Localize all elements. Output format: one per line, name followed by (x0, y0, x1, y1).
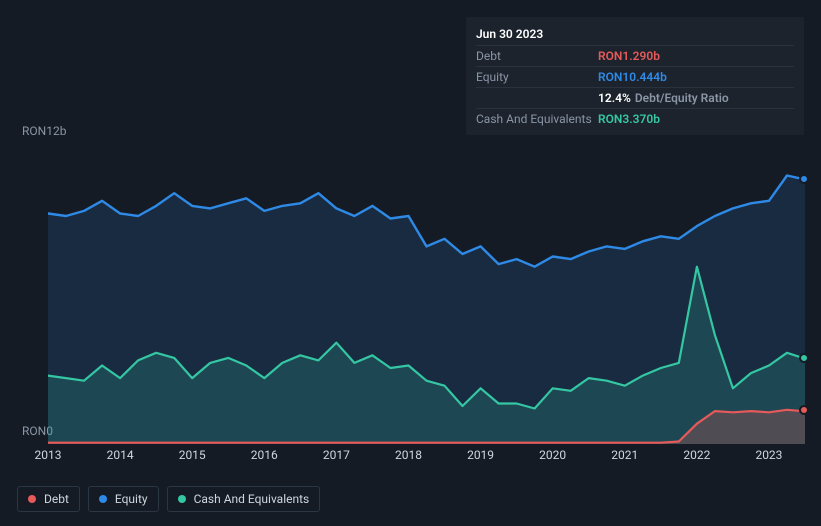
chart-plot-area[interactable] (48, 140, 805, 444)
legend-dot-icon (28, 495, 36, 503)
x-tick: 2013 (35, 448, 62, 462)
series-end-marker-debt (799, 405, 809, 415)
x-tick: 2020 (539, 448, 566, 462)
x-tick: 2018 (395, 448, 422, 462)
x-tick: 2017 (323, 448, 350, 462)
series-end-marker-equity (799, 174, 809, 184)
x-tick: 2019 (467, 448, 494, 462)
x-tick: 2016 (251, 448, 278, 462)
x-tick: 2021 (611, 448, 638, 462)
tooltip-row: EquityRON10.444b (476, 66, 794, 87)
legend-item-cash-and-equivalents[interactable]: Cash And Equivalents (167, 486, 321, 512)
legend-item-equity[interactable]: Equity (88, 486, 159, 512)
y-axis-max-label: RON12b (22, 124, 66, 138)
tooltip-row-extra: Debt/Equity Ratio (635, 91, 729, 105)
tooltip-row: 12.4% Debt/Equity Ratio (476, 87, 794, 108)
x-tick: 2022 (683, 448, 710, 462)
x-axis: 2013 2014 2015 2016 2017 2018 2019 2020 2021 2022… (22, 448, 804, 468)
chart-svg (48, 140, 805, 444)
x-tick: 2023 (755, 448, 782, 462)
tooltip-row-label: Cash And Equivalents (476, 112, 598, 126)
tooltip-row-value: RON1.290b (598, 49, 660, 63)
legend-dot-icon (178, 495, 186, 503)
x-tick: 2014 (107, 448, 134, 462)
tooltip-row-value: RON10.444b (598, 70, 667, 84)
legend-item-debt[interactable]: Debt (17, 486, 80, 512)
tooltip-date: Jun 30 2023 (476, 23, 794, 45)
legend-label: Cash And Equivalents (194, 492, 310, 506)
tooltip-row-value: 12.4% (598, 91, 631, 105)
tooltip-row-label: Equity (476, 70, 598, 84)
tooltip-row-value: RON3.370b (598, 112, 660, 126)
tooltip-row-label (476, 91, 598, 105)
legend-dot-icon (99, 495, 107, 503)
legend-label: Equity (115, 492, 148, 506)
tooltip-row-label: Debt (476, 49, 598, 63)
legend-label: Debt (44, 492, 69, 506)
financials-chart-panel: { "tooltip": { "date": "Jun 30 2023", "r… (0, 0, 821, 526)
series-end-marker-cash-and-equivalents (799, 353, 809, 363)
chart-legend: Debt Equity Cash And Equivalents (17, 486, 320, 512)
x-tick: 2015 (179, 448, 206, 462)
chart-tooltip: Jun 30 2023 DebtRON1.290bEquityRON10.444… (466, 17, 804, 135)
tooltip-row: Cash And EquivalentsRON3.370b (476, 108, 794, 129)
tooltip-row: DebtRON1.290b (476, 45, 794, 66)
